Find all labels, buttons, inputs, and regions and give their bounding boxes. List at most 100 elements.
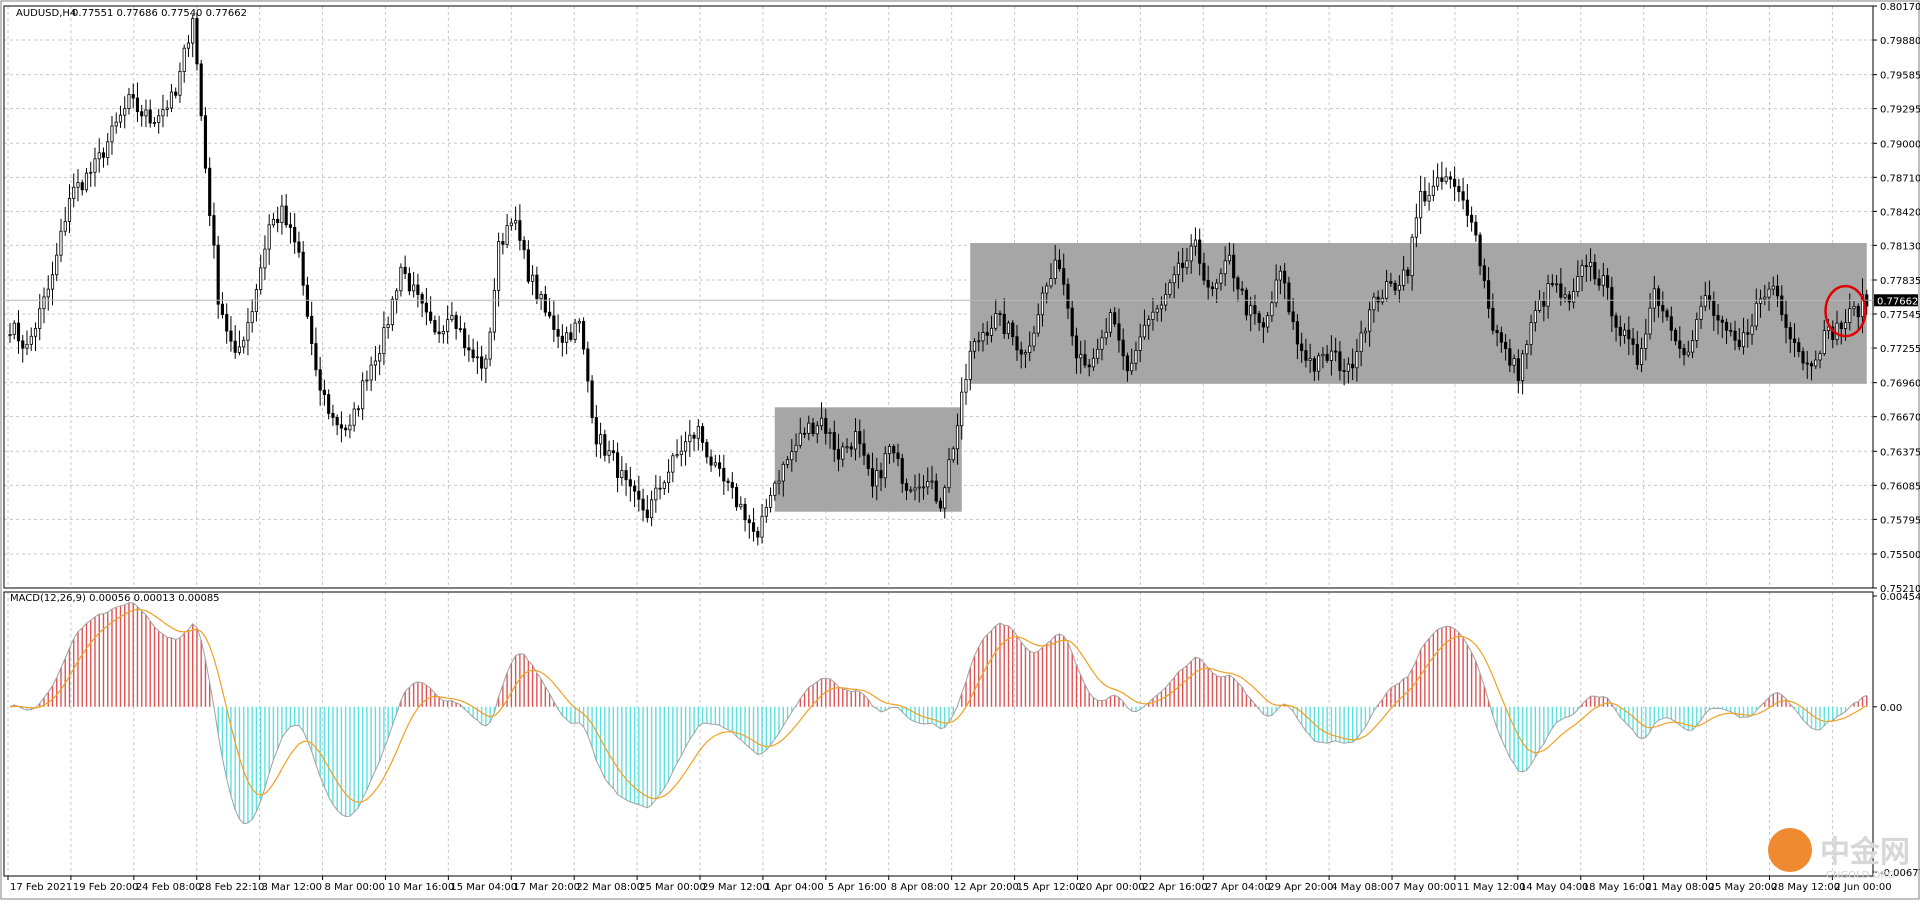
candle-body — [1610, 286, 1614, 317]
candle-body — [1240, 288, 1244, 291]
candle-body — [1019, 349, 1023, 355]
candle-body — [802, 432, 807, 435]
candle-body — [862, 443, 866, 456]
candle-body — [271, 218, 275, 226]
candle-body — [654, 487, 658, 501]
candle-body — [1091, 357, 1096, 368]
candle-body — [828, 432, 832, 434]
candle-body — [611, 450, 615, 454]
candle-body — [1440, 177, 1444, 182]
candle-body — [93, 158, 97, 173]
candle-body — [845, 446, 849, 449]
candle-body — [1767, 288, 1771, 298]
y-tick-label: 0.77255 — [1880, 344, 1920, 355]
candle-body — [1533, 310, 1537, 324]
candle-body — [1631, 338, 1635, 345]
candle-body — [548, 311, 552, 317]
highlight-circle — [1824, 284, 1867, 338]
candle-body — [887, 446, 892, 455]
candle-body — [25, 343, 29, 349]
candle-body — [420, 294, 424, 304]
x-tick-label: 29 Mar 12:00 — [702, 882, 769, 893]
candle-body — [1448, 176, 1452, 180]
candle-body — [259, 267, 263, 290]
candle-body — [412, 284, 416, 292]
candle-body — [1780, 295, 1784, 316]
candle-body — [1002, 313, 1006, 335]
candle-body — [552, 315, 556, 330]
candle-body — [815, 425, 819, 435]
y-tick-label: 0.79585 — [1880, 71, 1920, 82]
candle-body — [161, 109, 165, 117]
candle-body — [1792, 338, 1797, 343]
candle-body — [1606, 275, 1610, 288]
candle-body — [1295, 321, 1299, 345]
candle-body — [1478, 234, 1482, 267]
candle-body — [1686, 351, 1690, 356]
candle-body — [620, 470, 624, 478]
candle-body — [220, 303, 225, 315]
candle-body — [866, 454, 870, 469]
candle-body — [798, 432, 802, 446]
candle-body — [1516, 358, 1520, 381]
x-tick-label: 22 Mar 08:00 — [576, 882, 643, 893]
candle-body — [1155, 308, 1159, 313]
candle-body — [101, 152, 106, 158]
macd-panel — [9, 602, 1868, 825]
candle-body — [960, 391, 964, 427]
candle-body — [1656, 288, 1661, 306]
candle-body — [441, 331, 445, 335]
candle-body — [981, 332, 985, 342]
candle-body — [59, 230, 63, 256]
candle-body — [1172, 274, 1176, 284]
candle-body — [1580, 265, 1584, 277]
candle-body — [203, 115, 208, 169]
candle-body — [1525, 344, 1529, 355]
candle-body — [497, 241, 501, 291]
candle-body — [50, 274, 55, 290]
candle-body — [1202, 262, 1206, 281]
candle-body — [463, 328, 467, 349]
candle-body — [904, 483, 909, 491]
x-tick-label: 28 Feb 22:10 — [199, 882, 265, 893]
candle-body — [267, 224, 271, 250]
candle-body — [1070, 307, 1074, 337]
candle-body — [1508, 348, 1512, 366]
candle-body — [1325, 353, 1329, 361]
candle-body — [361, 380, 365, 410]
candle-body — [1427, 194, 1431, 202]
candle-body — [709, 456, 713, 466]
candle-body — [454, 315, 458, 330]
candle-body — [1028, 345, 1032, 353]
candle-body — [1716, 315, 1720, 321]
x-tick-label: 27 Apr 04:00 — [1205, 882, 1270, 893]
chart-symbol-label: AUDUSD,H4 — [16, 8, 76, 19]
candle-body — [599, 434, 603, 445]
candle-body — [1142, 324, 1147, 338]
candle-body — [76, 182, 80, 188]
candle-body — [1614, 315, 1618, 328]
y-tick-label: 0.79880 — [1880, 36, 1920, 47]
candle-body — [858, 431, 862, 445]
candle-body — [1176, 262, 1181, 276]
candle-body — [55, 254, 59, 276]
candle-body — [1491, 307, 1495, 331]
x-tick-label: 18 May 16:00 — [1583, 882, 1652, 893]
candle-body — [97, 152, 101, 160]
candle-body — [1597, 278, 1601, 286]
candle-body — [1053, 259, 1057, 279]
candle-body — [1474, 221, 1478, 236]
candle-body — [679, 450, 683, 455]
candle-body — [1584, 265, 1588, 268]
macd-y-tick-label: 0.00454 — [1880, 592, 1920, 603]
candle-body — [67, 198, 72, 222]
candle-body — [645, 509, 649, 519]
signal-line — [9, 608, 1868, 804]
candle-body — [930, 480, 934, 483]
candle-body — [1355, 351, 1359, 369]
candle-body — [658, 487, 662, 490]
candle-body — [1601, 275, 1605, 286]
candle-body — [849, 446, 853, 450]
y-tick-label: 0.75210 — [1880, 584, 1920, 595]
